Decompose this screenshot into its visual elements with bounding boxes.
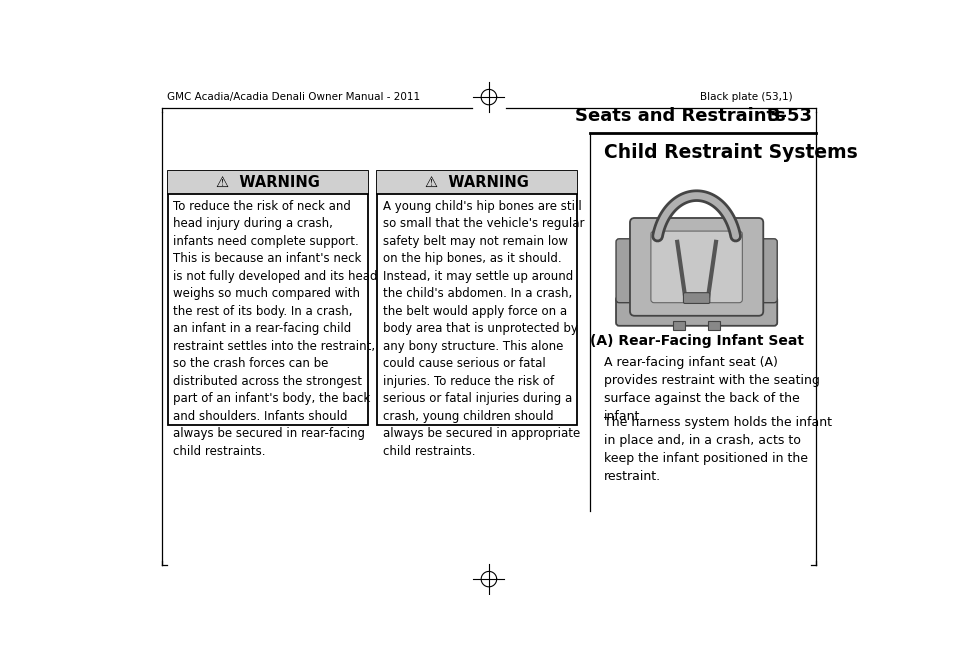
FancyBboxPatch shape — [168, 171, 368, 194]
Text: (A) Rear-Facing Infant Seat: (A) Rear-Facing Infant Seat — [589, 334, 802, 348]
FancyBboxPatch shape — [168, 171, 368, 425]
Text: A rear-facing infant seat (A)
provides restraint with the seating
surface agains: A rear-facing infant seat (A) provides r… — [603, 356, 819, 423]
Text: Black plate (53,1): Black plate (53,1) — [700, 92, 792, 102]
FancyBboxPatch shape — [673, 321, 684, 331]
FancyBboxPatch shape — [377, 171, 577, 425]
Text: Child Restraint Systems: Child Restraint Systems — [603, 144, 857, 162]
Text: To reduce the risk of neck and
head injury during a crash,
infants need complete: To reduce the risk of neck and head inju… — [173, 200, 377, 458]
Text: Seats and Restraints: Seats and Restraints — [575, 107, 785, 125]
FancyBboxPatch shape — [629, 218, 762, 316]
Text: ⚠  WARNING: ⚠ WARNING — [425, 175, 529, 190]
FancyBboxPatch shape — [751, 238, 777, 303]
FancyBboxPatch shape — [616, 238, 641, 303]
Text: GMC Acadia/Acadia Denali Owner Manual - 2011: GMC Acadia/Acadia Denali Owner Manual - … — [167, 92, 420, 102]
FancyBboxPatch shape — [682, 293, 709, 303]
Text: ⚠  WARNING: ⚠ WARNING — [216, 175, 319, 190]
FancyBboxPatch shape — [616, 297, 777, 326]
FancyBboxPatch shape — [650, 231, 741, 303]
FancyBboxPatch shape — [707, 321, 720, 331]
Text: 3-53: 3-53 — [767, 107, 812, 125]
Text: The harness system holds the infant
in place and, in a crash, acts to
keep the i: The harness system holds the infant in p… — [603, 416, 831, 483]
Text: A young child's hip bones are still
so small that the vehicle's regular
safety b: A young child's hip bones are still so s… — [382, 200, 583, 458]
FancyBboxPatch shape — [377, 171, 577, 194]
